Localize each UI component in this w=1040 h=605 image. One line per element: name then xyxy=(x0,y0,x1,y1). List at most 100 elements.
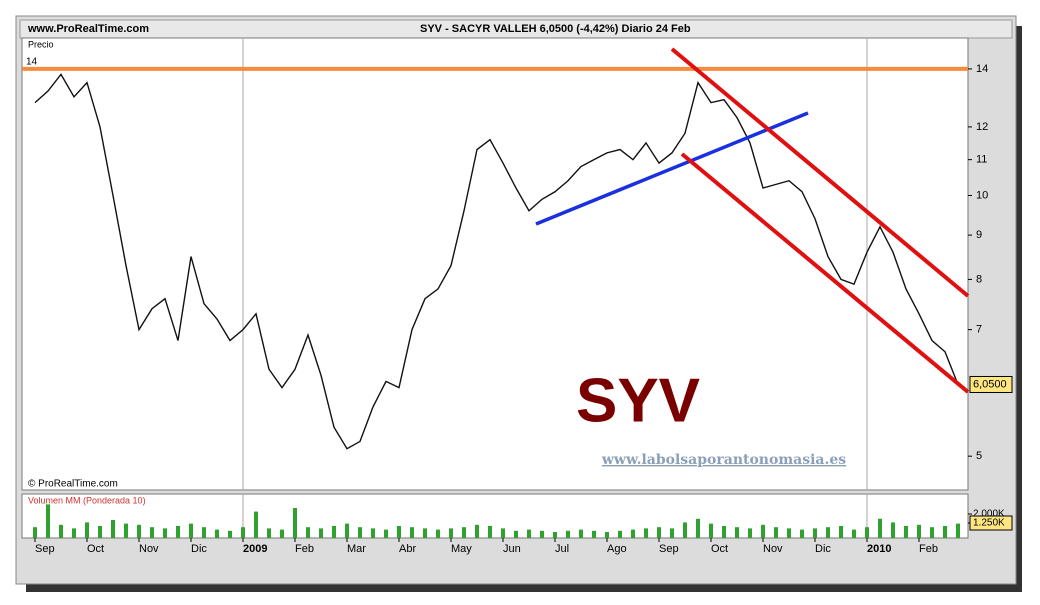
volume-bar xyxy=(501,528,505,538)
x-tick-label: Sep xyxy=(35,543,55,555)
x-tick-label: Feb xyxy=(295,543,314,555)
volume-bar xyxy=(150,527,154,538)
x-tick-label: Nov xyxy=(139,543,159,555)
volume-bar xyxy=(345,523,349,538)
x-tick-label: 2010 xyxy=(867,543,891,555)
volume-bar xyxy=(137,524,141,538)
x-tick-label: Sep xyxy=(659,543,679,555)
x-tick-label: Jun xyxy=(503,543,521,555)
y-tick-label: 11 xyxy=(976,154,987,166)
volume-bar xyxy=(644,528,648,538)
volume-bar xyxy=(267,528,271,538)
volume-bar xyxy=(215,529,219,538)
volume-bar xyxy=(800,529,804,538)
x-tick-label: 2009 xyxy=(243,543,267,555)
x-tick-label: Dic xyxy=(191,543,207,555)
volume-bar xyxy=(917,524,921,538)
volume-bar xyxy=(98,526,102,538)
volume-bar xyxy=(85,522,89,538)
copyright: © ProRealTime.com xyxy=(28,479,118,490)
volume-bar xyxy=(306,527,310,538)
volume-bar xyxy=(163,528,167,538)
volume-bar xyxy=(540,530,544,538)
volume-bar xyxy=(371,528,375,538)
volume-bar xyxy=(436,529,440,538)
volume-bar xyxy=(410,527,414,538)
volume-bar xyxy=(111,520,115,538)
y-tick-label: 12 xyxy=(976,121,988,133)
last-value-box xyxy=(969,375,1013,393)
volume-bar xyxy=(241,527,245,538)
volume-bar xyxy=(748,528,752,538)
x-tick-label: Oct xyxy=(87,543,104,555)
volume-bar xyxy=(332,526,336,538)
volume-bar xyxy=(449,528,453,538)
y-label: Precio xyxy=(28,39,54,49)
price-line xyxy=(34,73,959,450)
channel-lower xyxy=(680,152,970,394)
volume-bar xyxy=(865,527,869,538)
volume-bar xyxy=(891,522,895,538)
volume-bar xyxy=(280,529,284,538)
channel-upper xyxy=(670,47,970,298)
volume-bar xyxy=(735,527,739,538)
last-value-label: 6,0500 xyxy=(973,378,1007,390)
volume-bar xyxy=(657,527,661,538)
volume-bar xyxy=(943,526,947,538)
volume-label-box xyxy=(969,515,1013,531)
x-tick-label: Mar xyxy=(347,543,366,555)
volume-title: Volumen MM (Ponderada 10) xyxy=(28,495,146,505)
volume-bar xyxy=(46,504,50,538)
volume-bar xyxy=(254,511,258,538)
volume-bar xyxy=(683,522,687,538)
volume-bar xyxy=(631,529,635,538)
x-tick-label: Abr xyxy=(399,543,416,555)
y-tick-label: 9 xyxy=(976,229,982,241)
x-tick-label: Dic xyxy=(815,543,831,555)
volume-bar xyxy=(592,530,596,538)
volume-bar xyxy=(59,524,63,538)
volume-bar xyxy=(527,529,531,538)
x-tick-label: Jul xyxy=(555,543,569,555)
y-tick-label: 7 xyxy=(976,324,982,336)
volume-bar xyxy=(852,529,856,538)
volume-bar xyxy=(176,526,180,538)
volume-bar xyxy=(566,530,570,538)
volume-bar xyxy=(228,530,232,538)
volume-bar xyxy=(670,528,674,538)
x-tick-label: Oct xyxy=(711,543,728,555)
volume-bar xyxy=(319,528,323,538)
volume-tick-label: 2.000K xyxy=(973,509,1005,520)
site: www.ProRealTime.com xyxy=(27,23,149,35)
support-trendline xyxy=(535,111,809,226)
volume-bar xyxy=(722,526,726,538)
x-tick-label: Nov xyxy=(763,543,783,555)
volume-tick-label: 1.250K xyxy=(973,518,1005,529)
volume-bar xyxy=(774,527,778,538)
x-tick-label: Ago xyxy=(607,543,627,555)
volume-bar xyxy=(761,524,765,538)
y-tick-label: 10 xyxy=(976,189,988,201)
volume-bar xyxy=(930,527,934,538)
volume-bar xyxy=(514,530,518,538)
watermark: SYV xyxy=(576,366,700,435)
volume-bar xyxy=(384,529,388,538)
y-tick-label: 5 xyxy=(976,450,982,462)
x-tick-label: Feb xyxy=(919,543,938,555)
volume-bar xyxy=(956,523,960,538)
price-panel xyxy=(21,37,969,491)
volume-bar xyxy=(475,524,479,538)
volume-bar xyxy=(358,527,362,538)
volume-bar xyxy=(553,532,557,538)
volume-bar xyxy=(293,508,297,538)
volume-bar xyxy=(397,526,401,538)
volume-bar xyxy=(488,526,492,538)
volume-bar xyxy=(202,527,206,538)
y-tick-label: 8 xyxy=(976,273,982,285)
volume-bar xyxy=(33,527,37,538)
volume-bar xyxy=(579,529,583,538)
volume-bar xyxy=(826,527,830,538)
y-tick-label: 14 xyxy=(976,63,988,75)
